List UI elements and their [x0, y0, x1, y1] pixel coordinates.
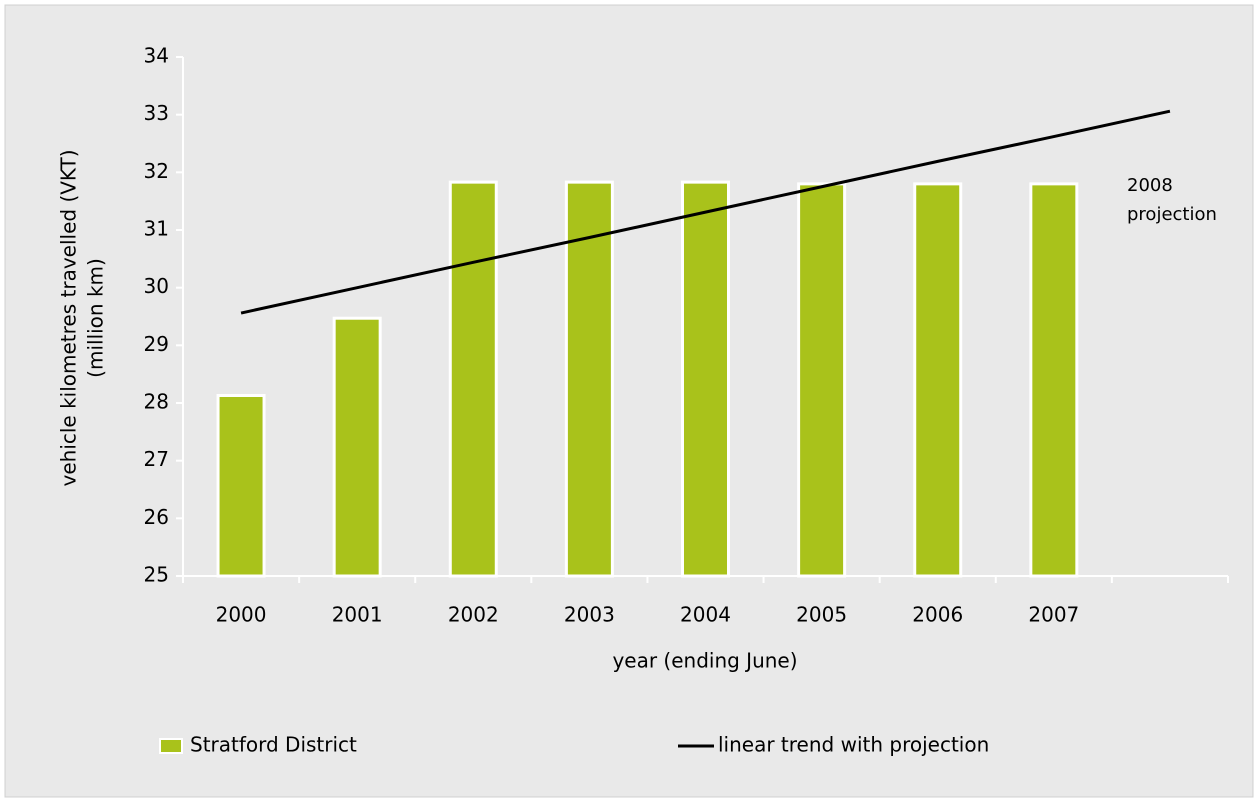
y-axis-label: (million km)	[84, 258, 108, 378]
bar	[332, 316, 382, 578]
x-tick-label: 2004	[680, 603, 731, 627]
bar	[564, 180, 614, 578]
x-tick-label: 2006	[912, 603, 963, 627]
x-axis-label: year (ending June)	[612, 649, 797, 673]
y-axis-label: vehicle kilometres travelled (VKT)	[57, 149, 81, 486]
bar	[913, 182, 963, 578]
x-tick-label: 2005	[796, 603, 847, 627]
y-tick-label: 33	[144, 101, 169, 125]
y-tick-label: 28	[144, 390, 169, 414]
legend-label: Stratford District	[190, 733, 357, 757]
y-tick-label: 32	[144, 159, 169, 183]
bar	[448, 180, 498, 578]
y-tick-label: 27	[144, 447, 169, 471]
x-tick-label: 2001	[332, 603, 383, 627]
x-tick-label: 2003	[564, 603, 615, 627]
bar	[681, 180, 730, 578]
x-tick-label: 2007	[1028, 603, 1079, 627]
legend-label: linear trend with projection	[718, 733, 989, 757]
x-tick-label: 2000	[216, 603, 267, 627]
trend-line	[240, 109, 1171, 315]
y-tick-label: 30	[144, 274, 169, 298]
y-tick-label: 34	[144, 44, 169, 68]
bar	[797, 182, 847, 578]
legend-swatch	[159, 738, 183, 754]
y-tick-label: 29	[144, 332, 169, 356]
y-tick-label: 26	[144, 505, 169, 529]
bar	[1029, 182, 1079, 578]
y-tick-label: 31	[144, 217, 169, 241]
bar	[216, 394, 266, 578]
annotation: 2008	[1127, 175, 1173, 196]
x-tick-label: 2002	[448, 603, 499, 627]
annotation: projection	[1127, 204, 1217, 225]
y-tick-label: 25	[144, 563, 169, 587]
